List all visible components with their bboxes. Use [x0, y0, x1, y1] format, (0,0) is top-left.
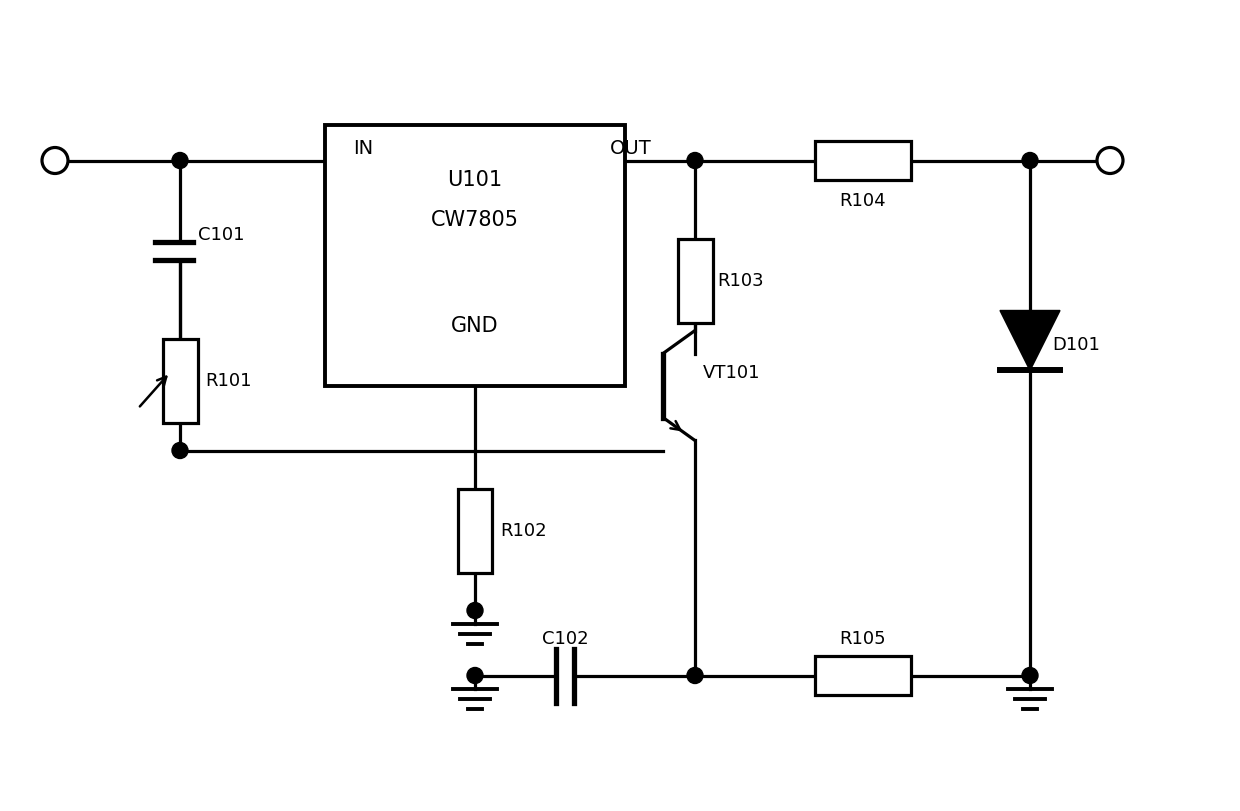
Text: GND: GND	[451, 315, 498, 336]
Circle shape	[172, 443, 188, 458]
Bar	[815, 141, 910, 180]
Circle shape	[1022, 152, 1038, 169]
Circle shape	[42, 148, 68, 174]
Text: CW7805: CW7805	[432, 211, 520, 230]
Bar	[458, 488, 492, 573]
Bar	[815, 656, 910, 695]
Text: R104: R104	[839, 192, 885, 211]
Circle shape	[467, 603, 484, 619]
Text: R105: R105	[839, 629, 885, 647]
Circle shape	[1022, 667, 1038, 684]
Text: R103: R103	[717, 272, 764, 290]
Text: D101: D101	[1052, 337, 1100, 354]
Polygon shape	[999, 311, 1060, 371]
Bar	[677, 238, 713, 323]
Text: R102: R102	[500, 521, 547, 539]
Bar	[162, 338, 197, 423]
Text: OUT: OUT	[610, 139, 652, 158]
Circle shape	[1097, 148, 1123, 174]
Text: C102: C102	[542, 629, 588, 647]
Circle shape	[687, 667, 703, 684]
Text: C101: C101	[198, 226, 244, 244]
Bar	[325, 126, 625, 385]
Circle shape	[467, 667, 484, 684]
Circle shape	[172, 152, 188, 169]
Text: U101: U101	[448, 170, 502, 191]
Text: IN: IN	[353, 139, 373, 158]
Text: R101: R101	[205, 371, 252, 389]
Circle shape	[687, 152, 703, 169]
Text: VT101: VT101	[703, 364, 760, 383]
